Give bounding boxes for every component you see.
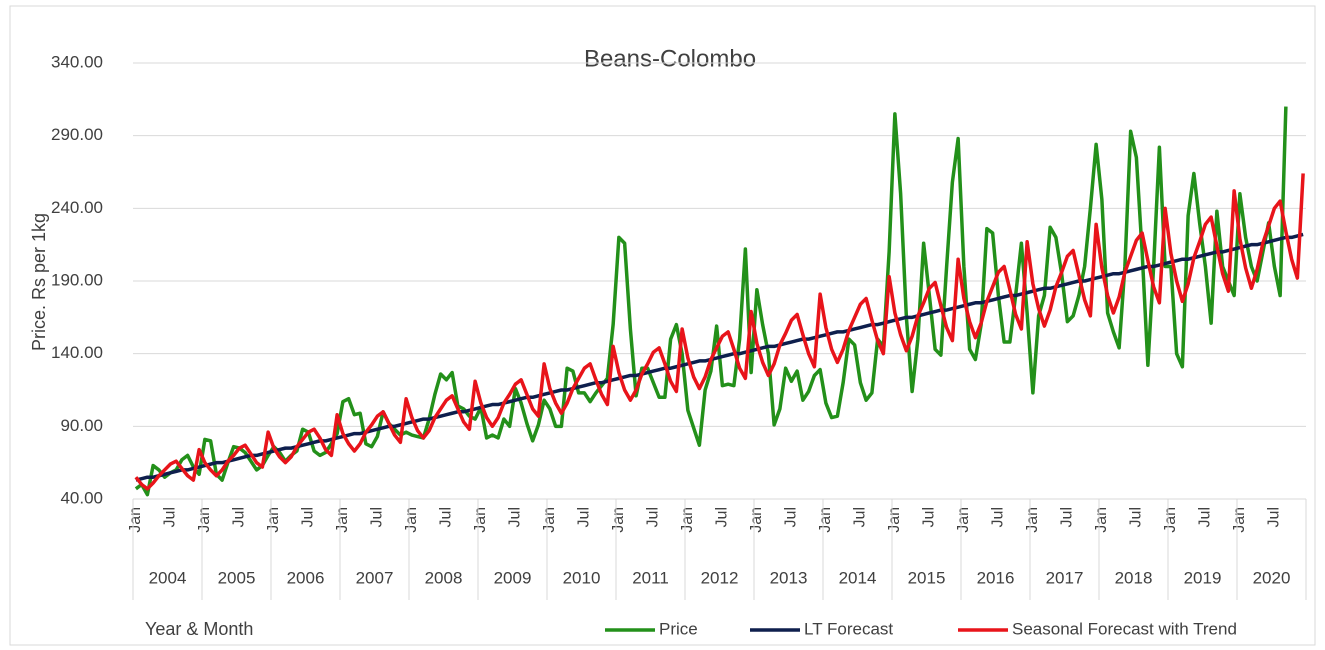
x-tick-label: Jul — [576, 507, 593, 527]
year-label: 2011 — [632, 568, 669, 587]
x-tick-label: Jan — [679, 507, 696, 533]
y-tick-label: 190.00 — [51, 270, 103, 289]
year-label: 2008 — [425, 568, 463, 587]
x-tick-label: Jul — [1197, 507, 1214, 527]
y-axis-label: Price. Rs per 1kg — [29, 213, 49, 351]
x-tick-label: Jan — [541, 507, 558, 533]
x-tick-label: Jan — [1024, 507, 1041, 533]
x-tick-label: Jan — [196, 507, 213, 533]
x-tick-label: Jul — [1059, 507, 1076, 527]
x-tick-label: Jan — [886, 507, 903, 533]
year-label: 2019 — [1184, 568, 1222, 587]
y-tick-label: 290.00 — [51, 125, 103, 144]
x-tick-label: Jul — [1266, 507, 1283, 527]
year-label: 2006 — [287, 568, 325, 587]
x-tick-label: Jul — [300, 507, 317, 527]
year-label: 2012 — [701, 568, 739, 587]
legend-label: LT Forecast — [804, 619, 893, 638]
x-tick-label: Jul — [852, 507, 869, 527]
x-tick-label: Jan — [955, 507, 972, 533]
x-tick-label: Jul — [783, 507, 800, 527]
year-label: 2020 — [1253, 568, 1291, 587]
line-series — [134, 173, 1305, 491]
y-tick-label: 90.00 — [60, 416, 103, 435]
x-tick-label: Jan — [472, 507, 489, 533]
year-label: 2014 — [839, 568, 877, 587]
x-tick-label: Jul — [645, 507, 662, 527]
x-tick-label: Jul — [921, 507, 938, 527]
x-tick-label: Jul — [990, 507, 1007, 527]
year-label: 2017 — [1046, 568, 1084, 587]
x-tick-label: Jul — [438, 507, 455, 527]
x-tick-label: Jan — [817, 507, 834, 533]
year-label: 2009 — [494, 568, 532, 587]
line-series — [135, 232, 1304, 482]
x-tick-label: Jan — [748, 507, 765, 533]
legend-label: Price — [659, 619, 698, 638]
x-tick-label: Jan — [265, 507, 282, 533]
year-label: 2016 — [977, 568, 1015, 587]
x-tick-label: Jan — [1162, 507, 1179, 533]
year-label: 2013 — [770, 568, 808, 587]
year-label: 2005 — [218, 568, 256, 587]
year-label: 2018 — [1115, 568, 1153, 587]
year-label: 2015 — [908, 568, 946, 587]
x-tick-label: Jul — [714, 507, 731, 527]
year-label: 2010 — [563, 568, 601, 587]
x-tick-label: Jul — [162, 507, 179, 527]
x-tick-label: Jan — [1231, 507, 1248, 533]
year-label: 2004 — [149, 568, 187, 587]
x-axis-label: Year & Month — [145, 619, 253, 639]
x-tick-label: Jul — [231, 507, 248, 527]
x-tick-label: Jan — [127, 507, 144, 533]
y-tick-label: 340.00 — [51, 52, 103, 71]
y-tick-label: 140.00 — [51, 343, 103, 362]
y-tick-label: 240.00 — [51, 198, 103, 217]
x-tick-label: Jul — [1128, 507, 1145, 527]
legend-label: Seasonal Forecast with Trend — [1012, 619, 1237, 638]
chart-title: Beans-Colombo — [584, 45, 756, 72]
x-tick-label: Jan — [403, 507, 420, 533]
x-tick-label: Jul — [369, 507, 386, 527]
chart-frame — [9, 5, 1316, 646]
x-tick-label: Jan — [610, 507, 627, 533]
x-tick-label: Jan — [1093, 507, 1110, 533]
year-label: 2007 — [356, 568, 394, 587]
y-tick-label: 40.00 — [60, 488, 103, 507]
x-tick-label: Jan — [334, 507, 351, 533]
x-tick-label: Jul — [507, 507, 524, 527]
